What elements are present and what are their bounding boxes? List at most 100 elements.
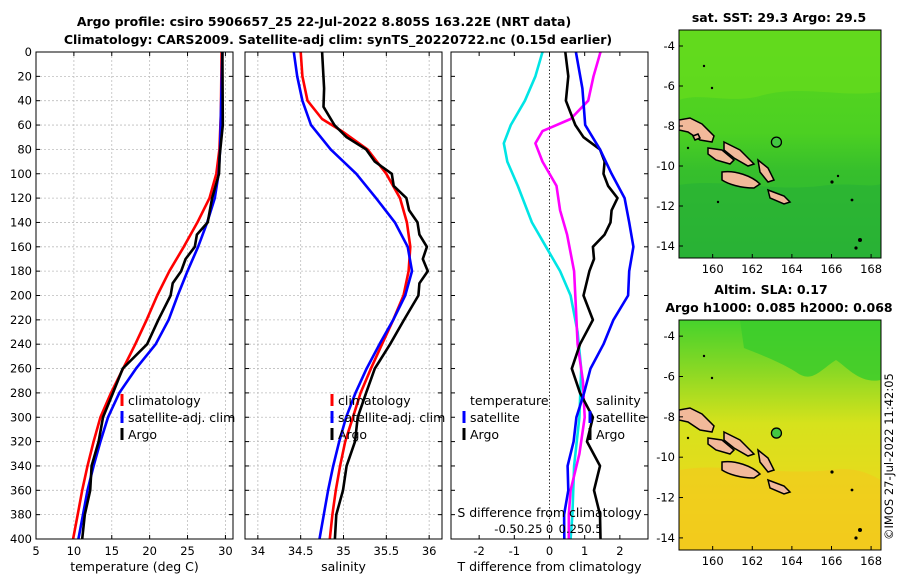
y-tick-label: -10 [656,159,675,173]
x-tick-label: 164 [781,262,803,276]
sst-map-title: sat. SST: 29.3 Argo: 29.5 [692,10,866,25]
series-line-salinity-argo [562,51,635,540]
y-tick-label: 40 [17,94,32,108]
x-tick-label: 25 [180,544,195,558]
island-santa-isabel [723,140,756,167]
x-tick-label: 0 [546,544,553,558]
x-tick-label: 20 [142,544,157,558]
series-line-temperature-satellite [502,51,583,540]
island-malaita [756,158,776,183]
x-tick-label: -2 [473,544,484,558]
reef-dot [830,470,834,474]
y-tick-label: -14 [656,239,675,253]
x-tick-label: 35 [336,544,351,558]
y-tick-label: -12 [656,199,675,213]
x-axis-label: salinity [321,559,366,574]
series-line-argo [320,51,430,540]
reef-dot [686,436,690,440]
y-tick-label: -8 [664,119,675,133]
x-tick-label: 160 [702,554,724,568]
series-line-climatology [71,51,223,540]
legend-label-argo: Argo [338,427,367,442]
temperature-profile-panel: 0 20 40 60 80 100 120 140 160 180 200 220 240 260 280 3… [10,45,234,574]
legend-label-s-argo: Argo [596,427,625,442]
reef-dot [710,376,714,380]
x-tick-label: 15 [104,544,119,558]
reef-dot [854,536,858,540]
x-tick-label: 162 [741,554,763,568]
reef-dot [836,174,840,178]
figure-title-line2: Climatology: CARS2009. Satellite-adj cli… [64,32,612,48]
series-line-salinity-satellite [534,51,602,539]
argo-float-marker [770,427,783,439]
series-line-satellite-adj-clim [292,51,414,540]
island-bougainville [679,407,715,433]
y-tick-label: -6 [664,369,675,383]
x-tick-label: 10 [67,544,82,558]
sla-reefs [686,354,862,540]
y-tick-label: -4 [664,329,675,343]
s-tick-label: 0.25 [559,522,585,536]
sst-map-frame [678,29,882,259]
y-tick-label: 260 [10,362,32,376]
x-tick-label: 5 [32,544,39,558]
reef-dot [702,64,706,68]
x-tick-label: 166 [821,554,843,568]
x-tick-label: 36 [422,544,437,558]
y-tick-label: 180 [10,264,32,278]
y-tick-label: 300 [10,410,32,424]
sla-map-frame [678,319,882,551]
salinity-profile-panel: 34 34.5 35 35.5 36 salinity [244,51,443,574]
island-small [691,133,702,141]
y-tick-label: 20 [17,69,32,83]
difference-profile-panel: -2 -1 0 1 2T difference from climatology S di… [450,51,649,574]
difference-legend: temperature satellite Argo salinity sate… [462,393,646,442]
y-tick-label: 80 [17,142,32,156]
legend-label-climatology: climatology [128,393,201,408]
y-tick-label: 380 [10,508,32,522]
reef-dot [710,86,714,90]
island-makira [766,188,792,205]
x-tick-label: 30 [218,544,233,558]
imos-credit: ©IMOS 27-Jul-2022 11:42:05 [882,373,896,540]
island-malaita [756,448,776,473]
x-tick-label: 164 [781,554,803,568]
legend-title-salinity: salinity [596,393,641,408]
sla-map-title-line1: Altim. SLA: 0.17 [714,282,827,297]
sla-islands [679,407,792,495]
reef-dot [686,146,690,150]
sla-map-axes: 160 162 164 166 168 -4 -6 -8 -10 -12 -14 [656,329,882,568]
sst-field-patch [679,30,881,100]
reef-dot [858,238,862,242]
x-tick-label: 168 [860,554,882,568]
sst-islands [679,117,792,205]
x-axis-label: T difference from climatology [456,559,642,574]
y-tick-label: 400 [10,532,32,546]
y-tick-label: 60 [17,118,32,132]
legend-label-t-argo: Argo [470,427,499,442]
series-line-climatology [299,51,412,540]
y-tick-label: 120 [10,191,32,205]
x-tick-label: 162 [741,262,763,276]
legend-label-s-satellite: satellite [596,410,646,425]
y-tick-label: -4 [664,39,675,53]
legend-title-temperature: temperature [470,393,549,408]
legend-label-satellite: satellite-adj. clim [128,410,235,425]
s-tick-label: 0 [546,522,553,536]
y-tick-label: 280 [10,386,32,400]
y-tick-label: -14 [656,531,675,545]
x-tick-label: 166 [821,262,843,276]
s-tick-label: 0.5 [584,522,602,536]
salinity-legend: climatology satellite-adj. clim Argo [330,393,445,442]
sst-field-patch [679,182,881,258]
y-tick-label: 100 [10,167,32,181]
y-tick-label: -6 [664,79,675,93]
x-tick-label: 34.5 [288,544,314,558]
y-tick-label: 160 [10,240,32,254]
reef-dot [858,528,862,532]
series-line-argo [80,51,225,540]
island-choiseul [707,437,736,455]
island-guadalcanal [721,170,762,189]
y-tick-label: 240 [10,337,32,351]
